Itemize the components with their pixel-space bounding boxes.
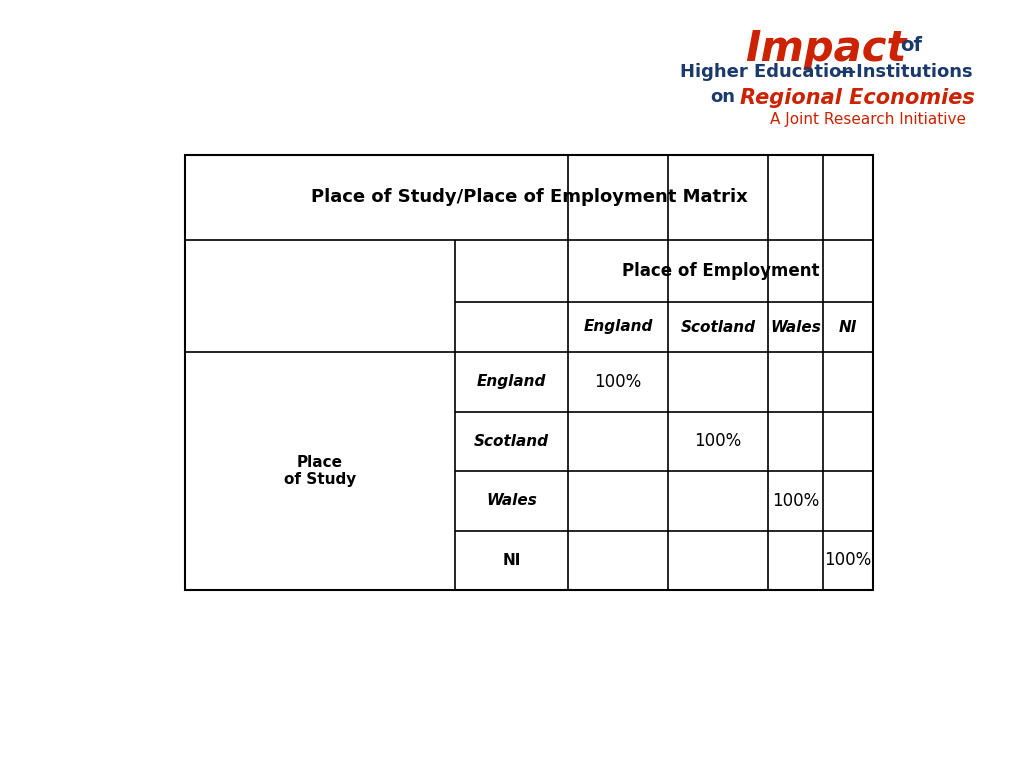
- Text: on: on: [710, 88, 735, 106]
- Text: —Institutions: —Institutions: [838, 63, 973, 81]
- Text: England: England: [584, 319, 652, 335]
- Text: Impact: Impact: [745, 28, 906, 70]
- Text: A Joint Research Initiative: A Joint Research Initiative: [770, 112, 966, 127]
- Text: Scotland: Scotland: [474, 434, 549, 449]
- Text: of: of: [900, 36, 922, 55]
- Text: England: England: [477, 374, 546, 389]
- Text: 100%: 100%: [824, 551, 871, 569]
- Text: 100%: 100%: [594, 372, 642, 391]
- Text: Higher Education: Higher Education: [680, 63, 854, 81]
- Text: Wales: Wales: [770, 319, 821, 335]
- Text: Wales: Wales: [486, 493, 537, 508]
- Text: Place of Employment: Place of Employment: [622, 262, 819, 280]
- Text: Regional Economies: Regional Economies: [740, 88, 975, 108]
- Text: Scotland: Scotland: [681, 319, 756, 335]
- Text: 100%: 100%: [694, 432, 741, 450]
- Text: Place of Study/Place of Employment Matrix: Place of Study/Place of Employment Matri…: [310, 188, 748, 207]
- Text: NI: NI: [503, 553, 520, 568]
- Bar: [185, 155, 873, 590]
- Text: 100%: 100%: [772, 492, 819, 510]
- Text: Place
of Study: Place of Study: [284, 455, 356, 487]
- Text: NI: NI: [839, 319, 857, 335]
